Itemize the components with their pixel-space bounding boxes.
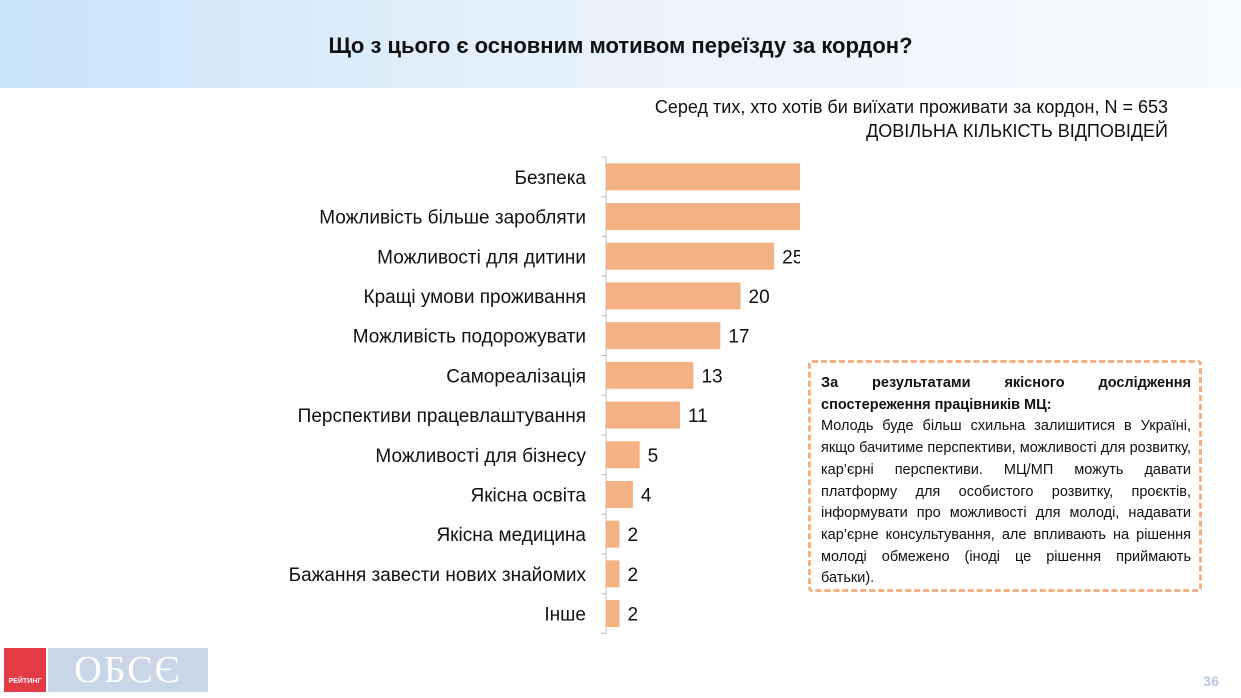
category-label: Можливість подорожувати bbox=[353, 327, 586, 348]
bar bbox=[606, 203, 800, 231]
bar bbox=[606, 441, 640, 469]
category-label: Якісна медицина bbox=[436, 525, 586, 546]
category-label: Якісна освіта bbox=[470, 485, 586, 506]
qualitative-note-box: За результатами якісного дослідження спо… bbox=[808, 360, 1202, 592]
data-label: 25 bbox=[782, 247, 800, 268]
page-title: Що з цього є основним мотивом переїзду з… bbox=[328, 33, 913, 58]
bar bbox=[606, 163, 800, 191]
note-heading: За результатами якісного дослідження спо… bbox=[821, 375, 1191, 413]
bar bbox=[606, 282, 741, 310]
bar bbox=[606, 322, 721, 350]
data-label: 20 bbox=[749, 287, 770, 308]
category-label: Можливості для бізнесу bbox=[375, 446, 586, 467]
rating-logo-badge: РЕЙТИНГ bbox=[4, 648, 46, 692]
bar bbox=[606, 242, 775, 270]
category-label: Можливості для дитини bbox=[377, 247, 586, 268]
data-label: 4 bbox=[641, 485, 652, 506]
note-body: Молодь буде більш схильна залишитися в У… bbox=[821, 418, 1191, 587]
category-label: Самореалізація bbox=[446, 366, 586, 387]
obce-logo-text: ОБСЄ bbox=[48, 648, 208, 692]
data-label: 2 bbox=[627, 605, 638, 626]
bar bbox=[606, 401, 680, 429]
data-label: 11 bbox=[688, 406, 708, 427]
category-label: Бажання завести нових знайомих bbox=[289, 565, 587, 586]
data-label: 13 bbox=[701, 366, 722, 387]
data-label: 17 bbox=[728, 327, 749, 348]
data-label: 2 bbox=[627, 525, 638, 546]
category-label: Перспективи працевлаштування bbox=[298, 406, 586, 427]
bar bbox=[606, 480, 633, 508]
bar bbox=[606, 560, 620, 588]
data-label: 2 bbox=[627, 565, 638, 586]
category-label: Інше bbox=[544, 605, 586, 626]
header-band bbox=[0, 0, 1241, 88]
bar bbox=[606, 520, 620, 548]
answer-mode-subtitle: ДОВІЛЬНА КІЛЬКІСТЬ ВІДПОВІДЕЙ bbox=[866, 121, 1168, 141]
bar bbox=[606, 361, 694, 389]
obce-logo: РЕЙТИНГ ОБСЄ bbox=[4, 648, 210, 692]
bar-chart: Безпека55Можливість більше заробляти33Мо… bbox=[289, 156, 800, 634]
category-label: Безпека bbox=[515, 168, 587, 189]
sample-subtitle: Серед тих, хто хотів би виїхати проживат… bbox=[654, 97, 1168, 117]
category-label: Кращі умови проживання bbox=[364, 287, 587, 308]
category-label: Можливість більше заробляти bbox=[319, 208, 586, 229]
page-number: 36 bbox=[1203, 673, 1219, 689]
bar bbox=[606, 600, 620, 628]
data-label: 5 bbox=[648, 446, 659, 467]
